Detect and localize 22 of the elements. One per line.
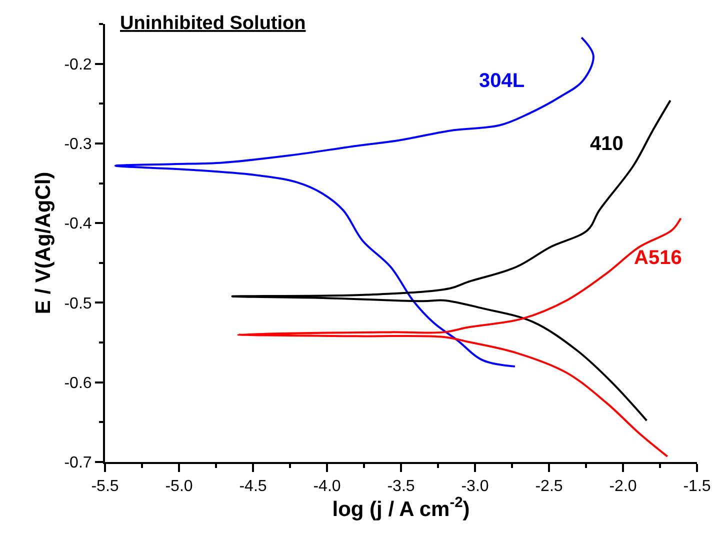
y-tick-label: -0.5 bbox=[64, 295, 92, 312]
x-tick-label: -2.0 bbox=[609, 478, 637, 496]
line-series bbox=[237, 217, 682, 458]
x-tick-label: -3.5 bbox=[387, 478, 415, 496]
y-tick-label: -0.2 bbox=[64, 56, 92, 74]
series-label: A516 bbox=[634, 247, 682, 269]
x-tick-label: -4.0 bbox=[313, 478, 341, 496]
x-tick-label: -3.0 bbox=[461, 478, 489, 496]
x-axis-title: log (j / A cm$^{-2}$) bbox=[332, 495, 470, 522]
series-label: 410 bbox=[590, 133, 624, 155]
x-tick-label: -5.0 bbox=[165, 478, 193, 496]
x-tick-label: -4.5 bbox=[239, 478, 267, 496]
y-tick-label: -0.4 bbox=[64, 216, 92, 233]
y-tick-label: -0.3 bbox=[64, 136, 92, 154]
x-tick-label: -1.5 bbox=[683, 478, 711, 496]
chart-title: Uninhibited Solution bbox=[120, 13, 306, 34]
y-tick-label: -0.6 bbox=[64, 374, 92, 392]
x-tick-label: -2.5 bbox=[535, 478, 563, 496]
y-axis-title: E / V(Ag/AgCl) bbox=[32, 172, 55, 314]
series-label: 304L bbox=[479, 70, 525, 92]
y-tick-label: -0.7 bbox=[64, 454, 92, 472]
x-tick-label: -5.5 bbox=[91, 478, 119, 496]
